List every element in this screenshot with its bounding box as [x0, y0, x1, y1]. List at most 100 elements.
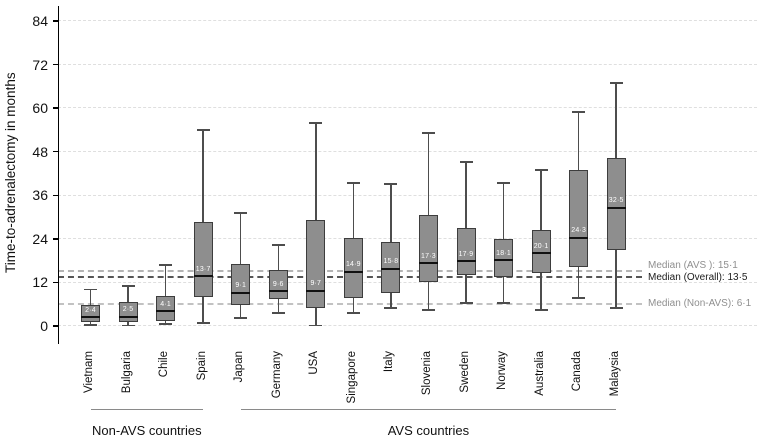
box-spain — [193, 221, 213, 297]
box-median-label: 32·5 — [608, 197, 624, 205]
box-median-label: 17·3 — [421, 252, 436, 260]
whisker-cap-lower — [121, 324, 135, 327]
y-axis-line — [58, 6, 60, 344]
median-line — [231, 291, 251, 294]
whisker-cap-upper — [84, 288, 97, 291]
median-non-avs-annotation: Median (Non-AVS): 6·1 — [648, 297, 752, 309]
box-median-label: 15·8 — [383, 258, 399, 266]
box-median-label: 24·3 — [571, 227, 587, 235]
y-tick-mark — [52, 281, 58, 284]
box-slovenia — [418, 214, 438, 283]
non-avs-group-label: Non-AVS countries — [92, 423, 202, 438]
y-tick-label: 36 — [32, 187, 48, 204]
y-tick-mark — [52, 63, 58, 66]
median-line — [306, 289, 326, 292]
whisker-cap-upper — [309, 122, 323, 124]
box-median-label: 9·1 — [235, 282, 247, 290]
whisker-cap-lower — [384, 307, 398, 309]
whisker-cap-upper — [534, 169, 548, 171]
y-tick-mark — [52, 238, 58, 240]
x-label-usa: USA — [308, 351, 321, 375]
box-median-label: 17·9 — [458, 250, 474, 258]
y-tick-mark — [52, 107, 58, 109]
whisker-cap-lower — [346, 312, 360, 314]
box-chile — [156, 295, 176, 321]
x-label-slovenia: Slovenia — [420, 351, 433, 396]
box-median-label: 20·1 — [533, 242, 549, 250]
median-line — [418, 262, 438, 265]
x-label-vietnam: Vietnam — [83, 351, 95, 393]
box-median-label: 14·9 — [345, 261, 361, 269]
box-japan — [231, 263, 251, 305]
box-median-label: 9·6 — [272, 280, 284, 288]
x-label-canada: Canada — [571, 351, 584, 392]
y-tick-mark — [52, 194, 58, 197]
whisker-cap-upper — [609, 82, 623, 84]
whisker-cap-lower — [497, 302, 511, 304]
gridline — [58, 63, 757, 65]
whisker-cap-upper — [459, 161, 473, 163]
whisker-cap-upper — [271, 244, 285, 246]
whisker-cap-lower — [271, 312, 285, 314]
y-tick-label: 72 — [32, 56, 48, 73]
box-median-label: 18·1 — [496, 249, 511, 257]
gridline — [58, 325, 757, 327]
median-line — [118, 315, 138, 318]
gridline — [58, 20, 757, 22]
median-avs-annotation: Median (AVS ): 15·1 — [648, 260, 738, 272]
gridline — [58, 238, 757, 240]
gridline — [58, 281, 757, 283]
y-tick-mark — [52, 20, 58, 22]
median-line — [381, 267, 401, 270]
whisker-cap-lower — [159, 323, 173, 325]
x-label-spain: Spain — [195, 351, 208, 381]
median-line — [193, 275, 213, 278]
x-label-chile: Chile — [158, 351, 171, 378]
x-label-sweden: Sweden — [458, 351, 471, 393]
box-sweden — [456, 227, 476, 276]
whisker-cap-lower — [84, 324, 97, 326]
box-median-label: 4·1 — [160, 300, 171, 308]
y-tick-label: 60 — [32, 100, 48, 117]
whisker-cap-lower — [572, 297, 586, 299]
box-usa — [306, 219, 326, 308]
whisker-cap-upper — [234, 212, 248, 214]
median-line — [531, 252, 551, 255]
box-median-label: 2·4 — [85, 306, 96, 314]
median-line — [494, 259, 514, 262]
x-label-malaysia: Malaysia — [608, 351, 621, 397]
median-overall-annotation: Median (Overall): 13·5 — [648, 271, 748, 283]
whisker-cap-upper — [121, 285, 135, 287]
x-label-australia: Australia — [533, 351, 546, 396]
whisker-cap-upper — [196, 129, 210, 131]
box-median-label: 13·7 — [195, 265, 211, 273]
median-line — [268, 290, 288, 293]
whisker-cap-upper — [346, 182, 360, 184]
x-label-norway: Norway — [496, 351, 509, 390]
box-italy — [381, 242, 401, 293]
median-line — [569, 236, 589, 239]
gridline — [58, 107, 757, 109]
y-tick-label: 48 — [32, 143, 48, 160]
box-australia — [531, 230, 551, 273]
box-median-label: 9·7 — [310, 280, 322, 288]
whisker-cap-upper — [572, 111, 586, 113]
x-label-singapore: Singapore — [345, 351, 358, 404]
box-median-label: 2·5 — [122, 306, 134, 314]
box-malaysia — [606, 157, 626, 251]
whisker-cap-lower — [421, 309, 435, 311]
median-line — [156, 310, 176, 313]
whisker-cap-upper — [384, 183, 398, 185]
median-line — [606, 206, 626, 209]
y-tick-label: 12 — [32, 274, 48, 291]
x-label-japan: Japan — [233, 351, 246, 383]
box-singapore — [343, 238, 363, 299]
y-tick-label: 24 — [32, 230, 48, 247]
avs-group-label: AVS countries — [387, 423, 470, 438]
box-canada — [569, 169, 589, 267]
whisker-line — [164, 264, 167, 325]
x-label-italy: Italy — [383, 351, 396, 373]
median-line — [456, 260, 476, 262]
y-tick-mark — [52, 150, 58, 153]
